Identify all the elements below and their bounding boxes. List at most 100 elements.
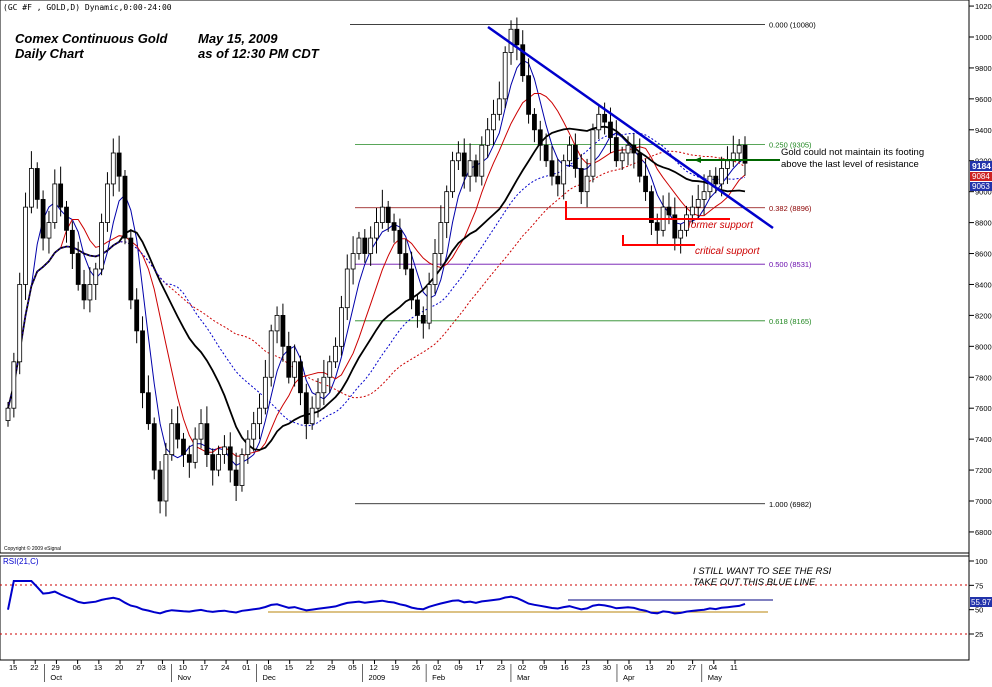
- x-tick-label: 23: [497, 663, 505, 672]
- rsi-value-badge: [970, 597, 992, 607]
- candle-body: [532, 113, 537, 131]
- candle-body: [198, 423, 204, 440]
- candle-body: [257, 407, 262, 425]
- candle-body: [596, 113, 602, 131]
- last-price-badge: [970, 161, 992, 171]
- candle-body: [713, 175, 719, 185]
- x-tick-label: 27: [136, 663, 144, 672]
- x-tick-label: 16: [560, 663, 568, 672]
- candle-body: [543, 144, 549, 162]
- candle-body: [520, 44, 526, 77]
- candle-body: [561, 160, 567, 185]
- candle-body: [608, 121, 613, 138]
- candle-body: [11, 361, 17, 409]
- candle-body: [128, 237, 134, 301]
- fib-level-label: 0.000 (10080): [769, 21, 816, 30]
- candle-body: [432, 253, 438, 285]
- candle-body: [368, 237, 374, 254]
- month-label: Feb: [432, 673, 445, 682]
- candle-body: [555, 175, 561, 185]
- x-tick-label: 10: [179, 663, 187, 672]
- candle-body: [233, 469, 239, 486]
- candle-body: [450, 160, 455, 193]
- critical-support-line: [622, 235, 695, 246]
- x-tick-label: 15: [9, 663, 17, 672]
- ma-b-value: 9063: [972, 182, 990, 191]
- candle-body: [496, 98, 502, 115]
- y-tick-label: 6800: [975, 528, 992, 537]
- x-tick-label: 26: [412, 663, 420, 672]
- candle-body: [684, 214, 689, 231]
- candle-body: [5, 407, 11, 421]
- former-support-line: [565, 201, 730, 220]
- fib-level-label: 0.250 (9305): [769, 140, 812, 149]
- candle-body: [52, 183, 58, 224]
- candle-body: [110, 152, 116, 185]
- candle-body: [485, 129, 491, 146]
- y-tick-label: 8800: [975, 219, 992, 228]
- candle-body: [444, 191, 450, 224]
- x-tick-label: 20: [115, 663, 123, 672]
- x-tick-label: 01: [242, 663, 250, 672]
- x-tick-label: 29: [51, 663, 59, 672]
- candle-body: [339, 307, 344, 347]
- x-tick-label: 05: [348, 663, 356, 672]
- candle-body: [344, 268, 350, 309]
- candle-body: [81, 284, 87, 301]
- candle-body: [672, 214, 678, 239]
- downtrend-line: [487, 25, 774, 230]
- candle-body: [239, 454, 245, 486]
- x-tick-label: 20: [666, 663, 674, 672]
- y-tick-label: 7200: [975, 466, 992, 475]
- candle-body: [379, 206, 385, 223]
- candle-body: [473, 160, 479, 177]
- symbol-text: (GC #F , GOLD,D) Dynamic,0:00-24:00: [3, 3, 172, 12]
- x-tick-label: 02: [433, 663, 441, 672]
- candle-body: [526, 75, 531, 115]
- x-tick-label: 24: [221, 663, 229, 672]
- candle-body: [701, 191, 707, 200]
- candle-body: [280, 314, 286, 347]
- candle-body: [695, 198, 701, 208]
- candle-body: [116, 152, 122, 177]
- fibonacci-levels: 0.000 (10080) 0.250 (9305) 0.382 (8896) 0.5…: [350, 21, 816, 509]
- candle-body: [374, 222, 379, 239]
- candle-body: [725, 160, 730, 169]
- rsi-tick-label: 25: [975, 630, 983, 639]
- candle-body: [649, 191, 654, 224]
- candle-body: [23, 206, 28, 285]
- candle-body: [251, 423, 257, 440]
- candle-body: [17, 284, 23, 363]
- x-tick-label: 29: [327, 663, 335, 672]
- candle-body: [619, 152, 625, 162]
- candle-body: [461, 152, 467, 177]
- candle-body: [613, 137, 619, 162]
- candle-body: [385, 206, 391, 223]
- candle-body: [315, 392, 321, 409]
- candle-body: [87, 284, 93, 301]
- price-panel-border: [0, 0, 970, 554]
- moving-average-line: [7, 132, 746, 427]
- candle-body: [163, 454, 169, 502]
- y-tick-label: 7800: [975, 373, 992, 382]
- candle-body: [245, 438, 251, 455]
- candle-body: [93, 268, 99, 285]
- candle-body: [204, 423, 210, 455]
- y-tick-label: 9800: [975, 64, 992, 73]
- ma-a-badge: [970, 172, 992, 181]
- x-tick-label: 06: [73, 663, 81, 672]
- candle-body: [157, 469, 163, 502]
- candle-body: [736, 144, 742, 154]
- candle-body: [420, 314, 426, 324]
- x-tick-label: 04: [709, 663, 717, 672]
- x-tick-label: 06: [624, 663, 632, 672]
- x-tick-label: 11: [730, 663, 738, 672]
- candle-body: [262, 376, 268, 409]
- x-tick-label: 23: [582, 663, 590, 672]
- candle-body: [186, 454, 192, 463]
- rsi-tick-label: 75: [975, 581, 983, 590]
- x-tick-label: 08: [263, 663, 271, 672]
- candle-body: [502, 52, 508, 100]
